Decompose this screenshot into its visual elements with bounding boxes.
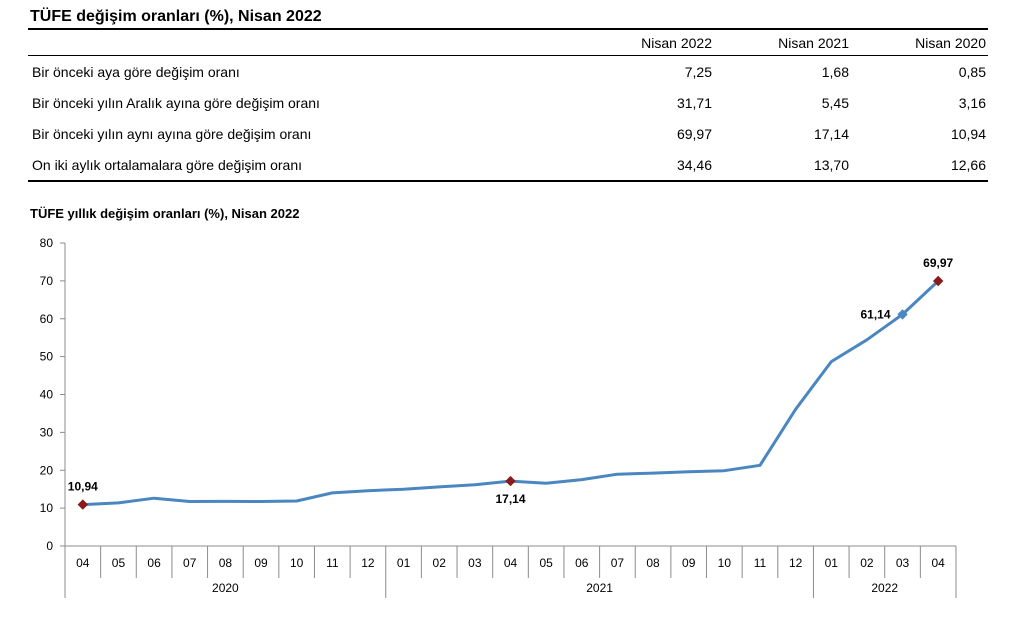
year-label: 2021 [586, 581, 613, 595]
cell-value: 1,68 [821, 63, 849, 80]
column-header: Nisan 2022 [641, 34, 712, 51]
row-label: Bir önceki yılın aynı ayına göre değişim… [32, 125, 312, 142]
row-label: On iki aylık ortalamalara göre değişim o… [32, 156, 303, 173]
x-tick-label: 08 [219, 556, 233, 570]
rates-table: Nisan 2022 Nisan 2021 Nisan 2020 Bir önc… [28, 28, 988, 182]
column-header: Nisan 2020 [915, 34, 986, 51]
y-tick-label: 30 [40, 425, 54, 439]
table-title: TÜFE değişim oranları (%), Nisan 2022 [30, 8, 322, 25]
table-bottom-rule [28, 180, 988, 182]
chart-title: TÜFE yıllık değişim oranları (%), Nisan … [30, 206, 300, 221]
x-tick-label: 02 [860, 556, 874, 570]
table-row: On iki aylık ortalamalara göre değişim o… [28, 149, 988, 180]
y-tick-label: 50 [40, 350, 54, 364]
data-label: 10,94 [68, 480, 98, 494]
cell-value: 7,25 [684, 63, 712, 80]
cell-value: 69,97 [676, 125, 712, 142]
cell-value: 10,94 [950, 125, 986, 142]
cell-value: 5,45 [821, 94, 849, 111]
cell-value: 31,71 [676, 94, 712, 111]
table-top-rule [28, 28, 988, 30]
row-label: Bir önceki yılın Aralık ayına göre değiş… [32, 94, 320, 111]
x-tick-label: 01 [397, 556, 411, 570]
data-point-marker [505, 475, 516, 487]
x-tick-label: 07 [611, 556, 625, 570]
x-tick-label: 06 [575, 556, 589, 570]
x-tick-label: 01 [825, 556, 839, 570]
x-tick-label: 10 [290, 556, 304, 570]
x-tick-label: 03 [896, 556, 910, 570]
series-line [81, 279, 940, 507]
table-header-rule [28, 55, 988, 56]
y-tick-label: 80 [40, 236, 54, 250]
cell-value: 0,85 [958, 63, 986, 80]
y-tick-label: 40 [40, 388, 54, 402]
x-tick-label: 08 [646, 556, 660, 570]
x-tick-label: 12 [361, 556, 375, 570]
y-tick-label: 0 [46, 539, 53, 553]
x-tick-label: 12 [789, 556, 803, 570]
data-label: 61,14 [861, 307, 891, 321]
data-label: 17,14 [495, 492, 525, 506]
table-row: Bir önceki yılın aynı ayına göre değişim… [28, 118, 988, 149]
x-tick-label: 09 [254, 556, 268, 570]
column-header: Nisan 2021 [778, 34, 849, 51]
data-label: 69,97 [923, 256, 953, 270]
x-tick-label: 11 [754, 556, 767, 570]
y-tick-label: 60 [40, 312, 54, 326]
y-tick-label: 20 [40, 463, 54, 477]
row-label: Bir önceki aya göre değişim oranı [32, 63, 240, 80]
y-tick-label: 10 [40, 501, 54, 515]
x-tick-label: 04 [76, 556, 90, 570]
year-label: 2020 [212, 581, 239, 595]
y-tick-label: 70 [40, 274, 54, 288]
year-label: 2022 [871, 581, 898, 595]
x-tick-label: 07 [183, 556, 197, 570]
x-tick-label: 04 [932, 556, 946, 570]
x-tick-label: 05 [112, 556, 126, 570]
table-row: Bir önceki aya göre değişim oranı 7,25 1… [28, 56, 988, 87]
cell-value: 13,70 [813, 156, 849, 173]
x-tick-label: 11 [326, 556, 339, 570]
x-tick-label: 04 [504, 556, 518, 570]
data-point-marker [77, 499, 89, 510]
cell-value: 34,46 [676, 156, 712, 173]
x-tick-label: 03 [468, 556, 482, 570]
x-tick-label: 10 [718, 556, 732, 570]
table-row: Bir önceki yılın Aralık ayına göre değiş… [28, 87, 988, 118]
table-header-row: Nisan 2022 Nisan 2021 Nisan 2020 [28, 30, 988, 55]
x-tick-label: 05 [539, 556, 553, 570]
data-point-marker [932, 275, 944, 287]
x-tick-label: 06 [147, 556, 161, 570]
cell-value: 3,16 [958, 94, 986, 111]
cell-value: 17,14 [813, 125, 849, 142]
data-point-marker [897, 309, 908, 320]
x-tick-label: 09 [682, 556, 696, 570]
cell-value: 12,66 [950, 156, 986, 173]
x-tick-label: 02 [433, 556, 447, 570]
